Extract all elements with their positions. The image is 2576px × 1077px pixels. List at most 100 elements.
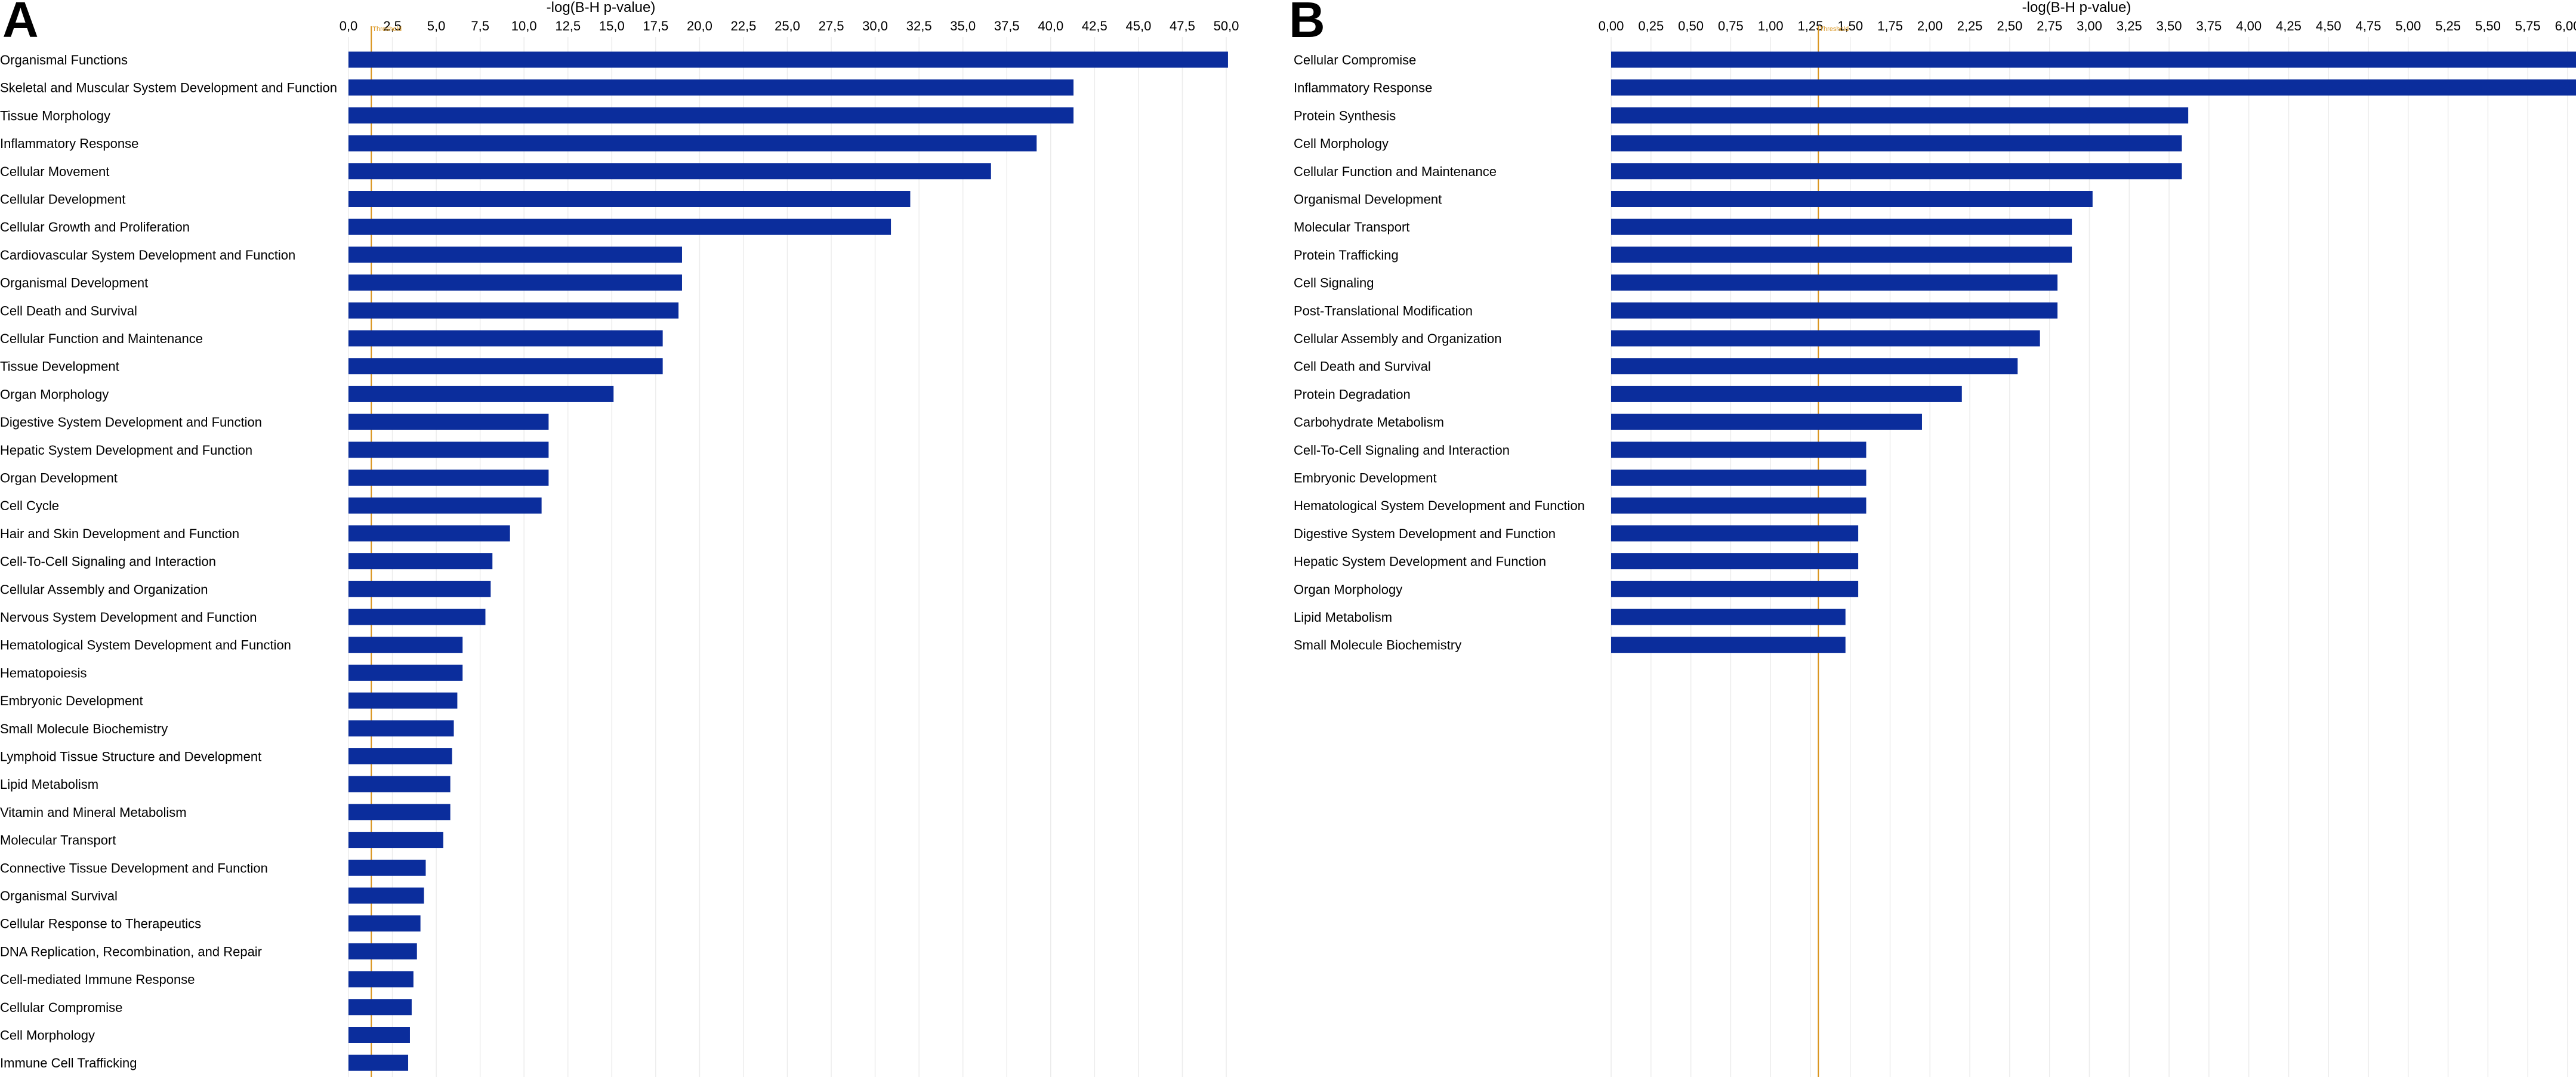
panel-a-tick-label: 27,5 — [819, 18, 844, 33]
panel-b-tick-label: 4,75 — [2356, 18, 2381, 33]
panel-b-bar — [1611, 107, 2189, 124]
panel-b-bar — [1611, 525, 1859, 542]
panel-a: A -log(B-H p-value) 0,0 2,5 5,0 7,5 10,0 12,5… — [0, 0, 1239, 1077]
panel-a-category-label: Connective Tissue Development and Functi… — [0, 860, 268, 875]
panel-b-bar — [1611, 497, 1867, 514]
panel-a-tick-label: 12,5 — [555, 18, 581, 33]
panel-b-tick-label: 2,50 — [1997, 18, 2023, 33]
panel-a-bar — [348, 107, 1074, 124]
panel-a-bar — [348, 776, 451, 792]
panel-a-tick-label: 0,0 — [340, 18, 358, 33]
panel-a-tick-label: 30,0 — [862, 18, 888, 33]
panel-b-category-label: Cellular Assembly and Organization — [1294, 331, 1502, 346]
panel-a-bar — [348, 943, 417, 959]
panel-a-letter: A — [2, 0, 39, 48]
panel-a-category-label: Small Molecule Biochemistry — [0, 721, 168, 736]
panel-a-category-label: Organ Morphology — [0, 387, 109, 402]
panel-a-category-label: Cell Morphology — [0, 1028, 95, 1043]
panel-b-bar — [1611, 385, 1962, 402]
panel-a-bar — [348, 720, 454, 737]
panel-a-tick-label: 35,0 — [950, 18, 976, 33]
panel-a-tick-label: 42,5 — [1082, 18, 1107, 33]
panel-b-category-label: Lipid Metabolism — [1294, 610, 1392, 625]
panel-b-bar — [1611, 358, 2018, 375]
panel-a-tick-label: 10,0 — [511, 18, 537, 33]
panel-b-category-label: Digestive System Development and Functio… — [1294, 526, 1556, 541]
panel-b-tick-label: 5,75 — [2515, 18, 2541, 33]
panel-b-threshold-label: Threshold — [1819, 26, 1849, 33]
panel-a-tick-label: 20,0 — [687, 18, 712, 33]
panel-a-category-label: Cellular Growth and Proliferation — [0, 220, 190, 234]
panel-a-bar — [348, 442, 549, 458]
panel-a-bar — [348, 887, 424, 904]
panel-a-bar — [348, 385, 614, 402]
panel-a-category-labels: Organismal Functions Skeletal and Muscula… — [0, 53, 337, 1070]
panel-b-bar — [1611, 330, 2040, 347]
panel-b-category-label: Embryonic Development — [1294, 471, 1437, 486]
panel-b-bar — [1611, 51, 2576, 68]
panel-b-letter: B — [1289, 0, 1325, 48]
panel-b-bar — [1611, 302, 2058, 319]
panel-b-category-label: Hematological System Development and Fun… — [1294, 498, 1585, 513]
panel-a-category-label: Molecular Transport — [0, 833, 116, 848]
panel-a-category-label: Embryonic Development — [0, 693, 143, 708]
panel-a-bar — [348, 274, 682, 291]
panel-b-tick-label: 5,00 — [2395, 18, 2421, 33]
panel-b-bar — [1611, 553, 1859, 570]
panel-a-category-label: Cardiovascular System Development and Fu… — [0, 248, 295, 263]
panel-a-category-label: Organismal Survival — [0, 888, 118, 903]
panel-b-category-label: Cell Morphology — [1294, 136, 1389, 151]
panel-a-category-label: Tissue Morphology — [0, 108, 110, 123]
panel-b-tick-label: 1,75 — [1877, 18, 1903, 33]
panel-a-bar — [348, 218, 891, 235]
panel-a-category-label: Cellular Function and Maintenance — [0, 331, 203, 346]
panel-b-tick-label: 0,50 — [1678, 18, 1704, 33]
panel-a-category-label: DNA Replication, Recombination, and Repa… — [0, 944, 262, 959]
panel-b-bar — [1611, 191, 2093, 207]
panel-b-bar — [1611, 79, 2576, 96]
panel-a-category-label: Nervous System Development and Function — [0, 610, 257, 625]
panel-b-tick-label: 3,50 — [2157, 18, 2182, 33]
panel-a-category-label: Organismal Functions — [0, 53, 128, 67]
panel-b-category-label: Cell-To-Cell Signaling and Interaction — [1294, 443, 1510, 458]
panel-a-category-label: Lipid Metabolism — [0, 777, 98, 792]
panel-b-category-label: Small Molecule Biochemistry — [1294, 638, 1461, 653]
panel-a-bar — [348, 859, 426, 876]
panel-b-tick-labels: 0,00 0,25 0,50 0,75 1,00 1,25 1,50 1,75 2,00 2,25… — [1599, 18, 2576, 33]
panel-a-category-label: Cellular Development — [0, 192, 125, 207]
panel-a-bar — [348, 664, 463, 681]
panel-b-bar — [1611, 274, 2058, 291]
panel-a-category-label: Cellular Assembly and Organization — [0, 582, 208, 597]
panel-b-bar — [1611, 637, 1846, 653]
panel-b-tick-label: 5,50 — [2475, 18, 2501, 33]
panel-a-bar — [348, 581, 491, 597]
panel-a-tick-label: 50,0 — [1214, 18, 1239, 33]
panel-b-category-label: Organismal Development — [1294, 192, 1442, 207]
panel-a-bar — [348, 330, 663, 347]
panel-b-category-label: Cellular Compromise — [1294, 53, 1416, 67]
panel-a-bar — [348, 999, 412, 1016]
panel-b-bar — [1611, 246, 2072, 263]
panel-b-tick-label: 4,50 — [2316, 18, 2341, 33]
panel-a-tick-label: 25,0 — [775, 18, 800, 33]
panel-a-tick-label: 37,5 — [994, 18, 1020, 33]
panel-b-bar — [1611, 470, 1867, 486]
panel-a-tick-label: 17,5 — [643, 18, 668, 33]
panel-a-category-label: Organismal Development — [0, 276, 148, 291]
panel-a-x-axis-title: -log(B-H p-value) — [547, 0, 656, 16]
panel-b-tick-label: 1,50 — [1837, 18, 1863, 33]
panel-a-category-label: Cellular Movement — [0, 164, 109, 179]
panel-a-tick-label: 5,0 — [427, 18, 446, 33]
panel-b-category-label: Post-Translational Modification — [1294, 303, 1473, 318]
panel-b-tick-label: 3,25 — [2117, 18, 2142, 33]
panel-a-bar — [348, 637, 463, 653]
panel-b-tick-label: 5,25 — [2435, 18, 2461, 33]
panel-a-tick-label: 47,5 — [1170, 18, 1195, 33]
panel-a-category-label: Cell-mediated Immune Response — [0, 972, 195, 987]
panel-b-bar — [1611, 163, 2182, 180]
panel-a-bar — [348, 692, 458, 709]
panel-b-tick-label: 2,00 — [1917, 18, 1943, 33]
panel-a-category-label: Cell Cycle — [0, 498, 59, 513]
panel-a-category-label: Hair and Skin Development and Function — [0, 526, 239, 541]
panel-a-category-label: Lymphoid Tissue Structure and Developmen… — [0, 749, 261, 764]
